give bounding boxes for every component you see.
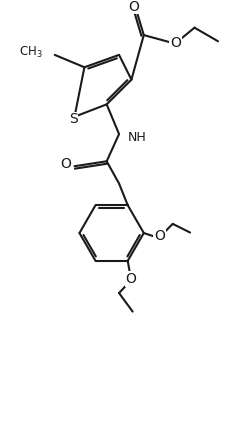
Text: O: O: [170, 35, 181, 49]
Text: NH: NH: [128, 131, 147, 144]
Text: O: O: [128, 0, 139, 14]
Text: S: S: [69, 112, 78, 126]
Text: CH$_3$: CH$_3$: [19, 45, 42, 60]
Text: O: O: [60, 157, 71, 171]
Text: O: O: [154, 229, 165, 243]
Text: O: O: [125, 272, 136, 286]
